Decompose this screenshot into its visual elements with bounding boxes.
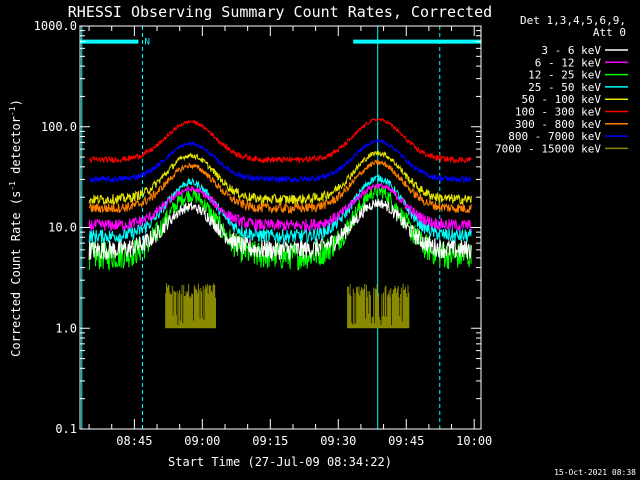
y-axis-label-end: ) <box>9 99 23 106</box>
x-tick-label-3: 09:30 <box>320 434 356 448</box>
series-5 <box>88 117 472 165</box>
y-axis-label-main: Corrected Count Rate (s <box>9 191 23 357</box>
timestamp: 15-Oct-2021 08:38 <box>554 468 636 477</box>
y-tick-label-4: 1000.0 <box>34 19 77 33</box>
y-axis-label-sup2: -1 <box>8 106 17 116</box>
legend-label-5: 100 - 300 keV <box>515 106 601 119</box>
legend-label-4: 50 - 100 keV <box>522 93 602 106</box>
legend-label-0: 3 - 6 keV <box>541 44 601 57</box>
x-tick-label-5: 10:00 <box>456 434 492 448</box>
x-tick-label-2: 09:15 <box>252 434 288 448</box>
legend-label-6: 300 - 800 keV <box>515 118 601 131</box>
y-axis-label-mid: detector <box>9 116 23 181</box>
chart-title: RHESSI Observing Summary Count Rates, Co… <box>68 3 492 21</box>
plot-layer: N <box>80 26 481 429</box>
x-axis-label: Start Time (27-Jul-09 08:34:22) <box>168 455 392 469</box>
y-tick-label-0: 0.1 <box>55 422 77 436</box>
y-axis-label: Corrected Count Rate (s-1 detector-1) <box>8 99 23 357</box>
legend-header-line2: Att 0 <box>593 26 626 39</box>
legend-label-1: 6 - 12 keV <box>535 56 602 69</box>
flag-bar-label-0: N <box>144 38 149 48</box>
series-6 <box>88 159 472 215</box>
series-1 <box>88 182 472 233</box>
x-tick-label-4: 09:45 <box>388 434 424 448</box>
y-axis-label-sup1: -1 <box>8 181 17 191</box>
legend-label-3: 25 - 50 keV <box>528 81 601 94</box>
y-tick-label-2: 10.0 <box>48 221 77 235</box>
x-tick-label-1: 09:00 <box>184 434 220 448</box>
y-tick-label-1: 1.0 <box>55 321 77 335</box>
series-7 <box>88 138 472 184</box>
legend-header-line1: Det 1,3,4,5,6,9, <box>520 14 626 27</box>
legend-label-7: 800 - 7000 keV <box>508 130 601 143</box>
legend-label-2: 12 - 25 keV <box>528 69 601 82</box>
series-8 <box>165 283 410 329</box>
legend-label-8: 7000 - 15000 keV <box>495 142 601 155</box>
series-4 <box>88 150 472 206</box>
y-tick-label-3: 100.0 <box>41 120 77 134</box>
series-0 <box>88 199 472 260</box>
x-tick-label-0: 08:45 <box>116 434 152 448</box>
axis-layer: 0.1 1.0 10.0 100.0 1000.0 08:45 09:00 09:15 09:3… <box>34 19 493 448</box>
